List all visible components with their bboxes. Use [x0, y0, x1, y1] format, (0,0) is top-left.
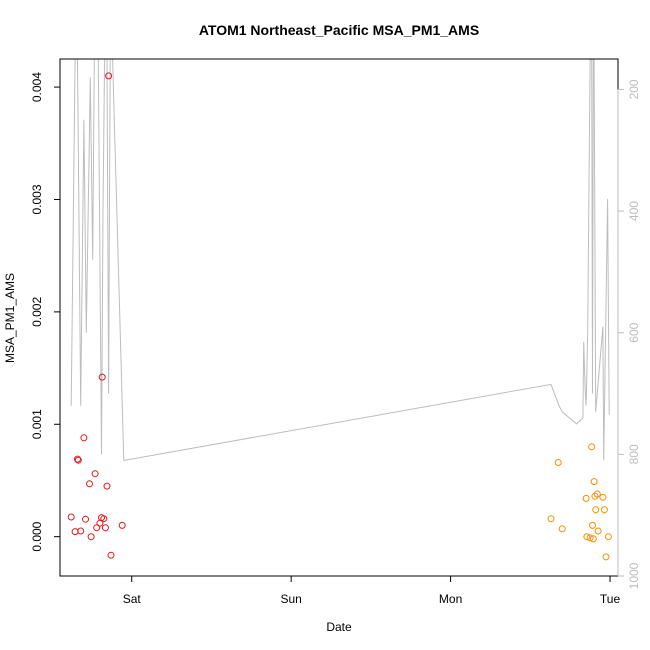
- data-point: [599, 493, 607, 501]
- data-point: [604, 533, 612, 541]
- secondary-line-layer: [70, 59, 610, 461]
- data-point: [82, 515, 89, 523]
- points-layer: [67, 72, 612, 561]
- data-point: [594, 527, 602, 535]
- data-point: [100, 515, 108, 523]
- x-axis: Sat Sun Mon Tue: [123, 575, 621, 606]
- data-point: [103, 482, 111, 490]
- y2-tick-label: 600: [627, 322, 641, 342]
- data-point: [118, 521, 126, 529]
- y-axis: 0.000 0.001 0.002 0.003 0.004: [30, 72, 61, 552]
- data-point: [593, 490, 601, 498]
- x-tick-label: Mon: [439, 592, 462, 606]
- data-point: [71, 528, 79, 536]
- data-point: [589, 521, 596, 529]
- x-axis-label: Date: [326, 620, 352, 634]
- y-tick-label: 0.000: [30, 521, 44, 551]
- y-tick-label: 0.004: [30, 72, 44, 102]
- data-point: [558, 525, 566, 533]
- y2-tick-label: 1000: [627, 562, 641, 589]
- data-point: [590, 478, 598, 486]
- data-point: [101, 524, 109, 532]
- y-tick-label: 0.001: [30, 409, 44, 439]
- y2-axis: 200 400 600 800 1000: [617, 79, 641, 589]
- data-point: [588, 443, 596, 451]
- data-point: [589, 535, 597, 543]
- data-point: [600, 506, 608, 514]
- data-point: [77, 527, 85, 535]
- series-line: [70, 59, 610, 461]
- data-point: [107, 551, 115, 559]
- data-point: [93, 524, 101, 532]
- y2-tick-label: 400: [627, 201, 641, 221]
- y-tick-label: 0.003: [30, 184, 44, 214]
- y2-tick-label: 200: [627, 79, 641, 99]
- data-point: [98, 373, 106, 381]
- x-tick-label: Sat: [123, 592, 142, 606]
- data-point: [591, 492, 599, 500]
- data-point: [554, 459, 562, 466]
- x-tick-label: Sun: [280, 592, 301, 606]
- chart-title: ATOM1 Northeast_Pacific MSA_PM1_AMS: [199, 22, 479, 38]
- y-tick-label: 0.002: [30, 297, 44, 327]
- data-point: [80, 434, 88, 442]
- y-axis-label: MSA_PM1_AMS: [3, 273, 17, 363]
- data-point: [86, 480, 93, 488]
- data-point: [582, 494, 590, 502]
- data-point: [67, 513, 75, 521]
- data-point: [91, 470, 99, 478]
- data-point: [602, 553, 610, 561]
- data-point: [583, 533, 591, 541]
- plot-frame: [59, 58, 619, 577]
- y2-tick-label: 800: [627, 444, 641, 464]
- data-point: [87, 533, 95, 541]
- data-point: [586, 534, 594, 542]
- data-point: [592, 506, 600, 514]
- data-point: [105, 72, 113, 80]
- x-tick-label: Tue: [600, 592, 621, 606]
- data-point: [74, 455, 81, 463]
- data-point: [74, 456, 82, 464]
- data-point: [547, 515, 555, 523]
